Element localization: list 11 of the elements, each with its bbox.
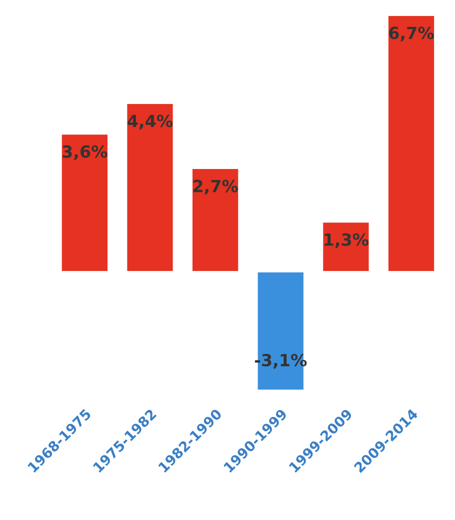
data-label: 4,4% [128, 114, 173, 130]
bar [387, 14, 436, 272]
bar [191, 168, 240, 272]
data-label: 1,3% [324, 233, 369, 248]
bar [126, 102, 174, 272]
data-label: 3,6% [62, 145, 108, 160]
data-label: 6,7% [389, 26, 434, 42]
bar [256, 270, 305, 391]
bar [60, 133, 109, 272]
bar [322, 221, 370, 272]
data-label: 2,7% [194, 180, 238, 194]
